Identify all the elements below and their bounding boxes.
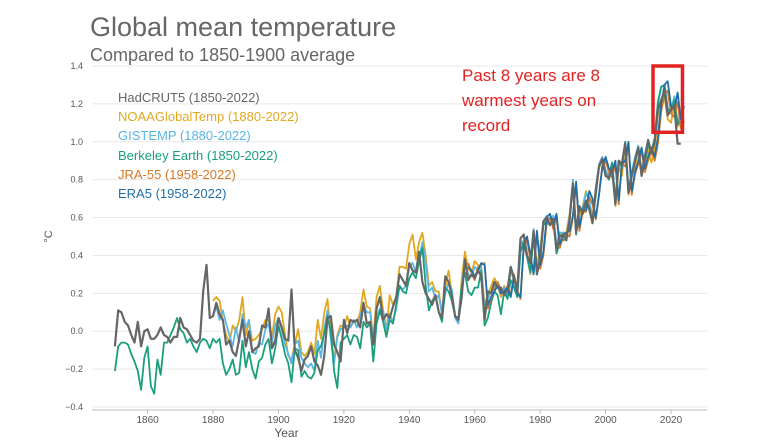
series-line-era5 — [467, 80, 685, 306]
legend-entry-hadcrut5: HadCRUT5 (1850-2022) — [118, 90, 260, 105]
legend: HadCRUT5 (1850-2022) NOAAGlobalTemp (188… — [118, 88, 299, 203]
series-line-hadcrut5 — [113, 89, 681, 376]
legend-entry-era5: ERA5 (1958-2022) — [118, 186, 227, 202]
y-tick-label: −0.4 — [65, 402, 83, 412]
tick-labels: −0.4 −0.2 0.0 0.2 0.4 0.6 0.8 1.0 1.2 1.4 1860 1880… — [43, 61, 683, 440]
y-tick-label: 0.0 — [70, 326, 83, 336]
x-tick-label: 1900 — [267, 415, 290, 426]
y-tick-label: 0.2 — [70, 288, 83, 298]
series-lines — [113, 80, 685, 395]
legend-entry-jra-55: JRA-55 (1958-2022) — [118, 166, 236, 182]
y-tick-label: 1.0 — [70, 137, 83, 147]
x-tick-label: 1940 — [398, 415, 421, 426]
x-axis-label: Year — [274, 426, 298, 439]
x-tick-label: 1980 — [529, 415, 552, 426]
y-tick-label: 0.6 — [70, 213, 83, 223]
y-axis-label: °C — [43, 230, 55, 242]
axes — [92, 409, 707, 414]
annotation-line-3: record — [462, 116, 511, 135]
legend-entry-gistemp: GISTEMP (1880-2022) — [118, 128, 251, 144]
legend-entry-noaaglobaltemp: NOAAGlobalTemp (1880-2022) — [118, 109, 299, 125]
gridlines — [92, 65, 707, 408]
x-tick-label: 2000 — [594, 415, 617, 426]
x-tick-label: 1880 — [202, 415, 225, 426]
y-tick-label: 1.4 — [70, 61, 83, 71]
highlight-rectangle — [651, 64, 685, 135]
annotation-line-1: Past 8 years are 8 — [462, 66, 600, 85]
chart-subtitle: Compared to 1850-1900 average — [90, 45, 356, 65]
y-tick-label: 0.4 — [70, 250, 83, 260]
x-tick-label: 1860 — [136, 415, 159, 426]
y-tick-label: −0.2 — [65, 364, 83, 374]
annotation-text: Past 8 years are 8 warmest years on reco… — [462, 63, 632, 138]
y-tick-label: 1.2 — [70, 99, 83, 109]
legend-entry-berkeley-earth: Berkeley Earth (1850-2022) — [118, 147, 278, 163]
x-tick-label: 1920 — [333, 415, 356, 426]
annotation-line-2: warmest years on — [462, 91, 597, 110]
highlight-box — [651, 64, 685, 135]
x-tick-label: 1960 — [464, 415, 487, 426]
y-tick-label: 0.8 — [70, 175, 83, 185]
chart-title: Global mean temperature — [90, 12, 397, 42]
x-tick-label: 2020 — [660, 415, 683, 426]
